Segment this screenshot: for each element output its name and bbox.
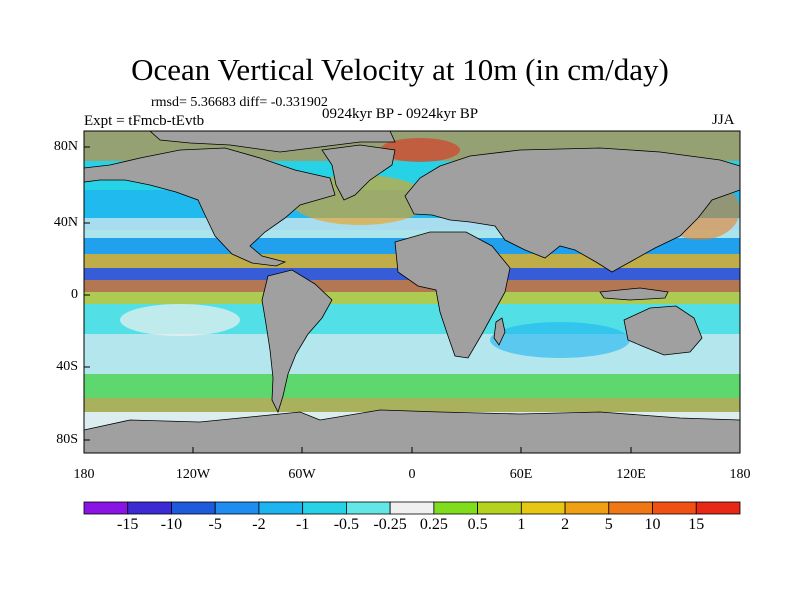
land-africa <box>394 231 511 359</box>
lat-label: 40N <box>53 215 78 230</box>
field-patch <box>380 138 460 162</box>
lon-label: 180 <box>729 467 751 482</box>
colorbar-box <box>389 501 435 515</box>
lat-label: 80N <box>53 139 78 154</box>
lon-label: 120W <box>175 467 211 482</box>
land-australia <box>623 305 703 356</box>
colorbar-box <box>345 501 391 515</box>
colorbar-box <box>477 501 522 515</box>
map-title: Ocean Vertical Velocity at 10m (in cm/da… <box>131 52 669 87</box>
colorbar-box <box>302 501 347 515</box>
colorbar-tick-label: 0.25 <box>419 516 448 533</box>
colorbar-tick-label: 2 <box>561 516 570 533</box>
colorbar-box <box>608 501 653 515</box>
land-south-america <box>261 269 333 414</box>
field-patch <box>490 322 630 358</box>
land-masses <box>83 130 741 454</box>
colorbar-tick-label: -1 <box>295 516 310 533</box>
map-ticks <box>84 146 632 453</box>
colorbar <box>83 501 741 515</box>
colorbar-box <box>433 501 479 515</box>
colorbar-tick-label: -2 <box>252 516 266 533</box>
lat-label: 80S <box>56 432 78 447</box>
colorbar-tick-label: -5 <box>208 516 222 533</box>
lon-label: 180 <box>73 467 95 482</box>
colorbar-box <box>171 501 216 515</box>
land-north-america <box>83 147 336 267</box>
land-arctic-strip <box>148 130 396 153</box>
field-band <box>84 398 740 412</box>
colorbar-box <box>520 501 566 515</box>
colorbar-tick-label: 0.5 <box>467 516 488 533</box>
experiment-label: Expt = tFmcb-tEvtb <box>84 113 205 129</box>
colorbar-box <box>652 501 697 515</box>
colorbar-box <box>127 501 172 515</box>
colorbar-tick-label: 15 <box>688 516 705 533</box>
colorbar-box <box>564 501 610 515</box>
colorbar-box <box>695 501 741 515</box>
land-madagascar <box>493 317 506 346</box>
stats-text: rmsd= 5.36683 diff= -0.331902 <box>151 95 328 110</box>
colorbar-tick-label: 10 <box>644 516 661 533</box>
lon-label: 60W <box>288 467 316 482</box>
colorbar-box <box>214 501 260 515</box>
colorbar-box <box>258 501 304 515</box>
colorbar-tick-label: -0.25 <box>373 516 407 533</box>
field-band <box>84 292 740 304</box>
land-eurasia <box>404 147 741 273</box>
lon-label: 120E <box>616 467 646 482</box>
lon-label: 0 <box>408 467 416 482</box>
colorbar-tick-label: -15 <box>117 516 139 533</box>
field-band <box>84 374 740 398</box>
colorbar-tick-label: -10 <box>160 516 183 533</box>
field-patch <box>120 304 240 336</box>
colorbar-tick-label: 5 <box>604 516 613 533</box>
colorbar-box <box>83 501 129 515</box>
season-label: JJA <box>712 112 735 128</box>
colorbar-tick-label: -0.5 <box>333 516 360 533</box>
period-label: 0924kyr BP - 0924kyr BP <box>322 106 479 122</box>
lon-label: 60E <box>509 467 533 482</box>
land-greenland <box>321 144 396 201</box>
land-indonesia <box>599 287 669 301</box>
lat-label: 0 <box>71 287 78 302</box>
field-band <box>84 280 740 292</box>
colorbar-tick-label: 1 <box>517 516 526 533</box>
lat-label: 40S <box>56 359 78 374</box>
